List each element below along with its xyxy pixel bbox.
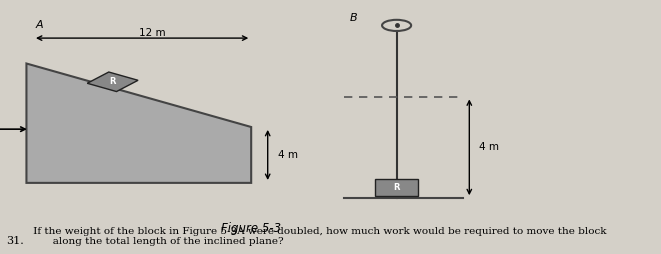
- Bar: [375, 179, 418, 196]
- Text: Figure 5-3: Figure 5-3: [221, 222, 281, 235]
- Text: B: B: [350, 13, 358, 23]
- Text: 4 m: 4 m: [278, 150, 297, 160]
- Text: A: A: [36, 20, 44, 30]
- Text: R: R: [393, 183, 400, 192]
- Text: 12 m: 12 m: [139, 28, 165, 38]
- Polygon shape: [26, 64, 251, 183]
- Text: If the weight of the block in Figure 5-3A were doubled, how much work would be r: If the weight of the block in Figure 5-3…: [30, 227, 606, 246]
- Text: R: R: [109, 77, 116, 86]
- Bar: [87, 72, 138, 91]
- Text: 31.: 31.: [7, 236, 24, 246]
- Text: 4 m: 4 m: [479, 142, 499, 152]
